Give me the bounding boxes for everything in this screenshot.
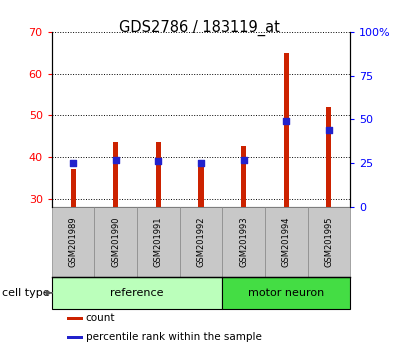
Text: percentile rank within the sample: percentile rank within the sample xyxy=(86,332,261,342)
Bar xyxy=(179,207,222,277)
Bar xyxy=(199,163,203,207)
Text: GSM201989: GSM201989 xyxy=(68,217,78,267)
Point xyxy=(155,159,162,164)
Bar xyxy=(222,277,350,309)
Bar xyxy=(265,207,308,277)
Text: GSM201992: GSM201992 xyxy=(197,217,205,267)
Text: motor neuron: motor neuron xyxy=(248,288,324,298)
Bar xyxy=(94,207,137,277)
Point xyxy=(283,118,289,124)
Text: GSM201994: GSM201994 xyxy=(282,217,291,267)
Bar xyxy=(308,207,350,277)
Text: cell type: cell type xyxy=(2,288,49,298)
Text: GSM201993: GSM201993 xyxy=(239,217,248,267)
Point xyxy=(113,157,119,162)
Text: GSM201991: GSM201991 xyxy=(154,217,163,267)
Bar xyxy=(156,142,161,207)
Text: GDS2786 / 183119_at: GDS2786 / 183119_at xyxy=(119,19,279,36)
Text: GSM201990: GSM201990 xyxy=(111,217,120,267)
Bar xyxy=(284,53,289,207)
Point xyxy=(198,160,204,166)
Bar xyxy=(70,169,76,207)
Text: reference: reference xyxy=(110,288,164,298)
Bar xyxy=(113,142,118,207)
Bar xyxy=(241,147,246,207)
Text: count: count xyxy=(86,313,115,323)
Point xyxy=(326,127,332,133)
Bar xyxy=(326,107,332,207)
Bar xyxy=(67,336,84,339)
Bar xyxy=(67,317,84,320)
Bar xyxy=(222,207,265,277)
Bar xyxy=(52,277,222,309)
Bar xyxy=(52,207,94,277)
Text: GSM201995: GSM201995 xyxy=(324,217,334,267)
Point xyxy=(240,157,247,162)
Point xyxy=(70,160,76,166)
Bar xyxy=(137,207,179,277)
